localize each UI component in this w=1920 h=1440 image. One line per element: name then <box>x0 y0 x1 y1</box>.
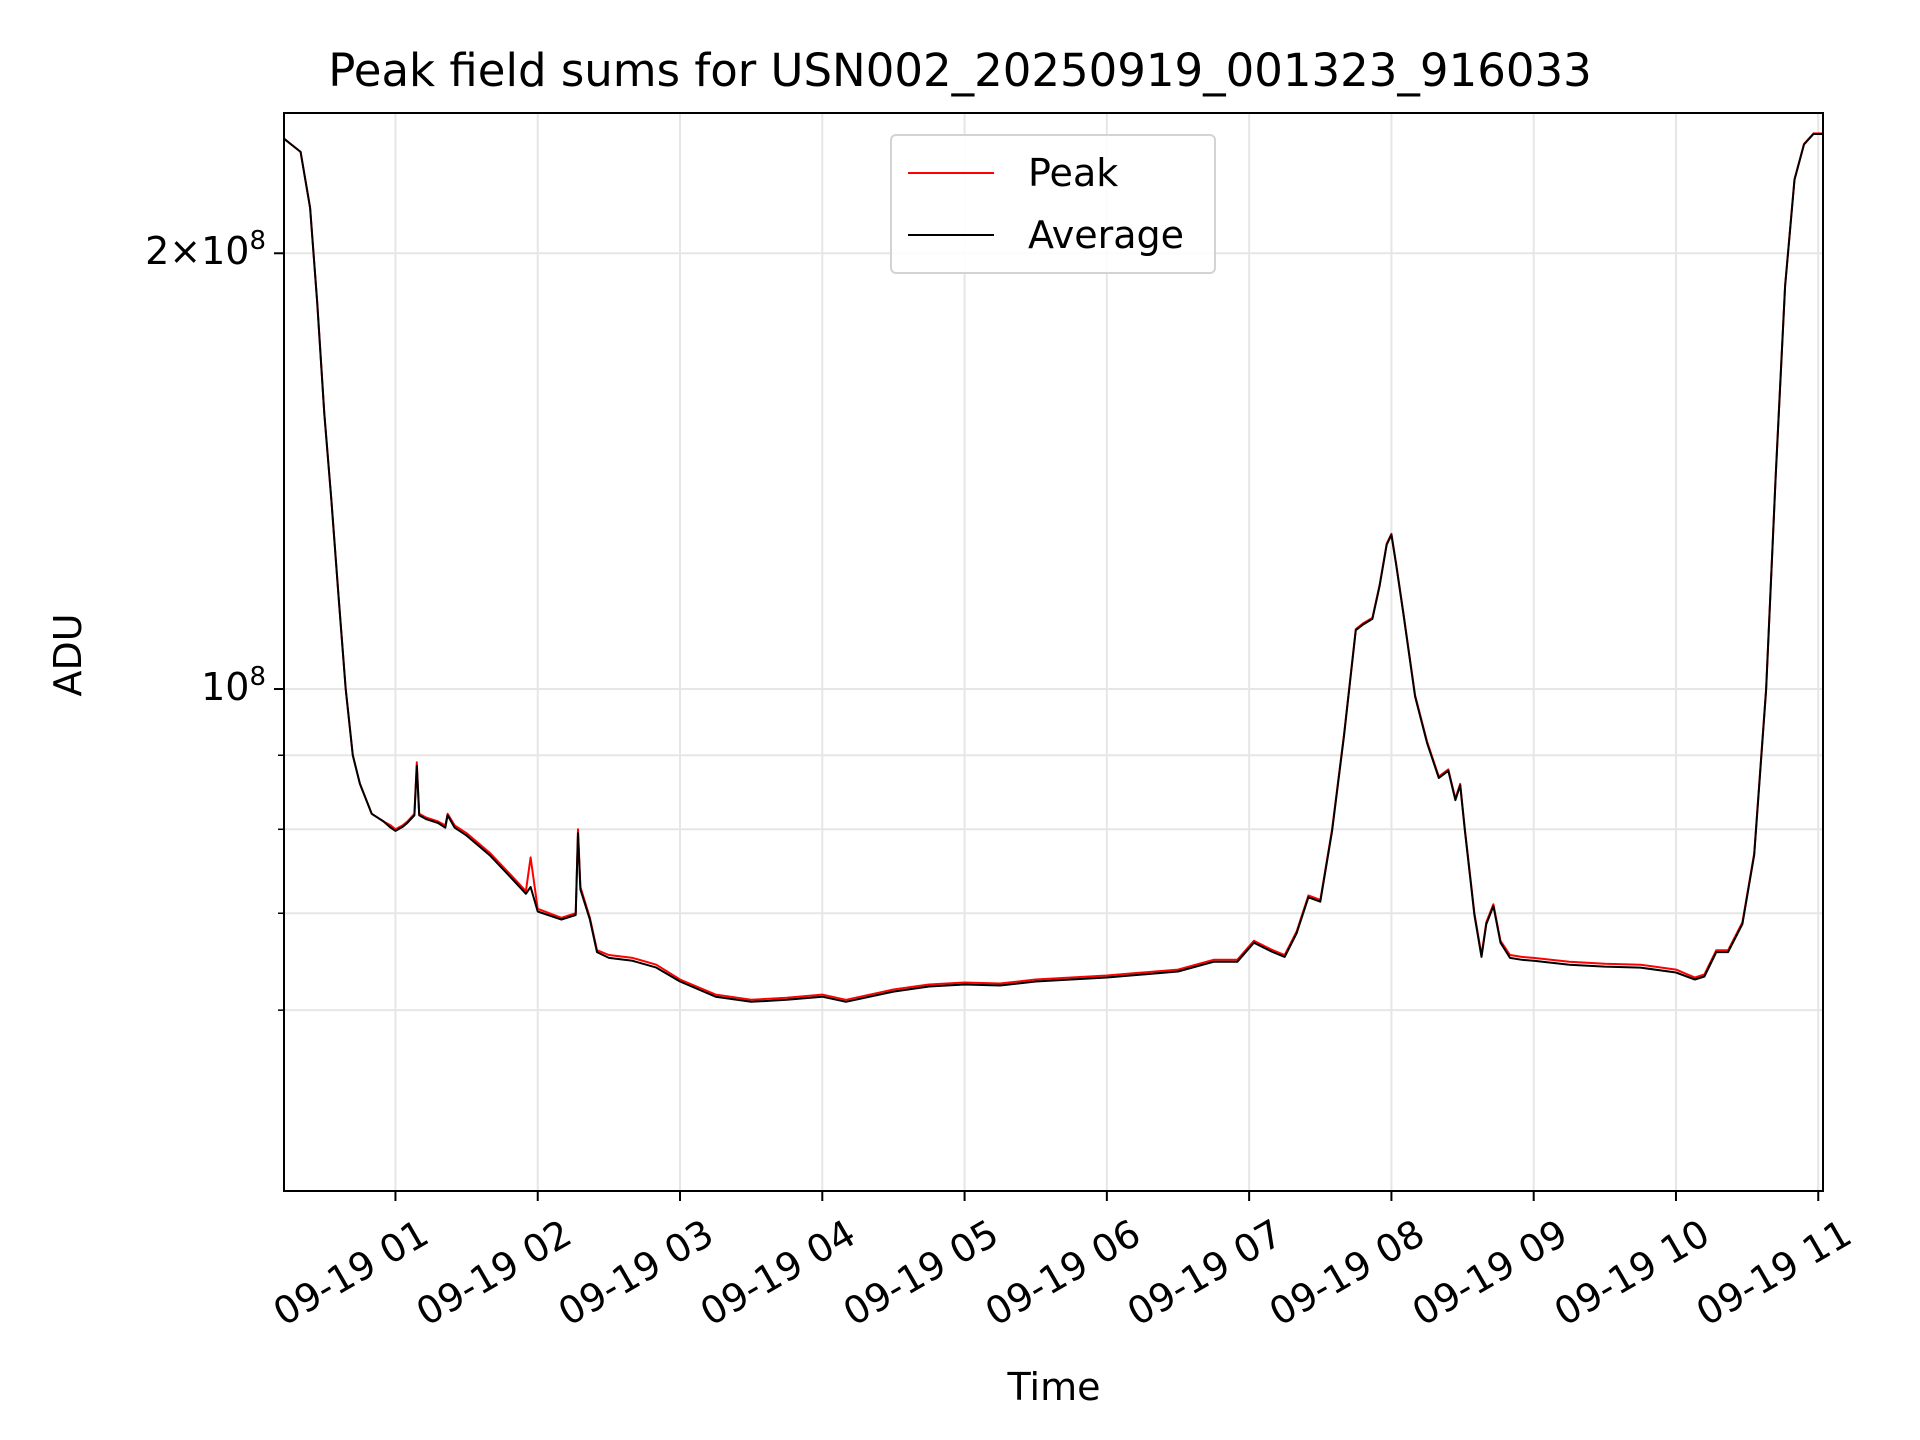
legend-item-peak: Peak <box>892 148 1118 198</box>
tick-marks <box>274 252 1820 1201</box>
legend-swatch-peak <box>908 172 994 174</box>
y-tick-label: 108 <box>201 661 266 709</box>
legend-item-average: Average <box>892 210 1184 260</box>
grid-lines <box>284 113 1823 1191</box>
series-layer <box>283 132 1823 1003</box>
legend-swatch-average <box>908 234 994 236</box>
x-axis-label: Time <box>1007 1365 1101 1409</box>
legend: Peak Average <box>890 134 1216 274</box>
legend-label-peak: Peak <box>1028 151 1119 195</box>
y-tick-label: 2×108 <box>145 226 266 274</box>
y-axis-label: ADU <box>46 613 90 697</box>
chart-title: Peak field sums for USN002_20250919_0013… <box>328 44 1592 97</box>
legend-label-average: Average <box>1028 213 1185 257</box>
series-line-average <box>283 133 1823 1003</box>
plot-frame <box>283 112 1824 1192</box>
y-tick-base: 10 <box>201 229 250 274</box>
y-tick-times: × <box>169 229 202 274</box>
y-tick-exponent: 8 <box>249 226 266 257</box>
y-tick-mantissa: 2 <box>145 229 170 274</box>
y-tick-exponent: 8 <box>249 661 266 692</box>
y-tick-base: 10 <box>201 664 250 709</box>
